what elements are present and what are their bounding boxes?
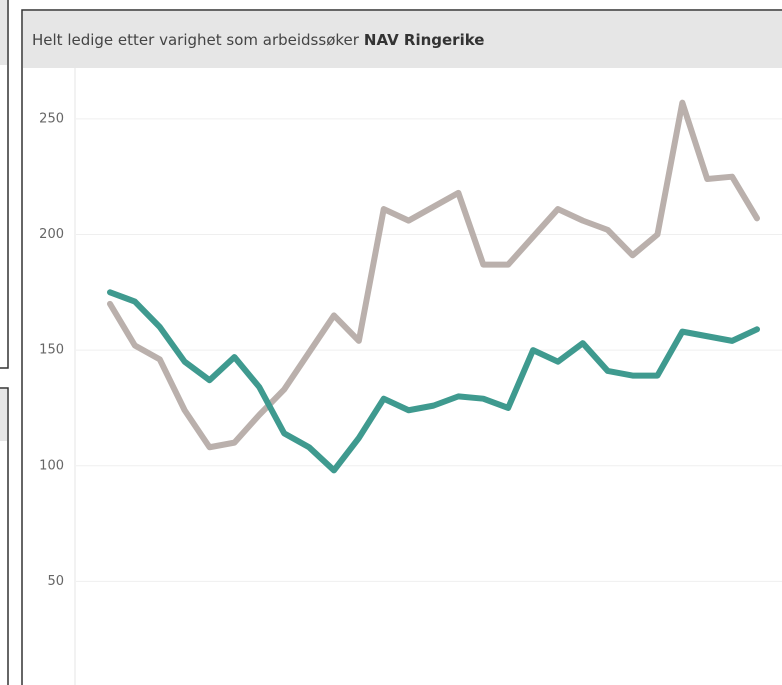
y-tick-label: 250 (39, 111, 64, 126)
chart-panel (21, 9, 782, 685)
chart-title: Helt ledige etter varighet som arbeidssø… (32, 31, 484, 49)
title-text: Helt ledige etter varighet som arbeidssø… (32, 31, 360, 49)
y-tick-label: 150 (39, 343, 64, 358)
side-panel (0, 387, 9, 685)
y-tick-label: 100 (39, 458, 64, 473)
series-line (107, 289, 760, 474)
side-panel-header (0, 0, 7, 65)
series-line (107, 99, 760, 451)
side-panel (0, 0, 9, 369)
y-tick-label: 200 (39, 227, 64, 242)
title-emphasis: NAV Ringerike (364, 31, 485, 49)
y-tick-label: 50 (47, 574, 64, 589)
chart-header (23, 11, 782, 68)
side-panel-header (0, 389, 7, 441)
